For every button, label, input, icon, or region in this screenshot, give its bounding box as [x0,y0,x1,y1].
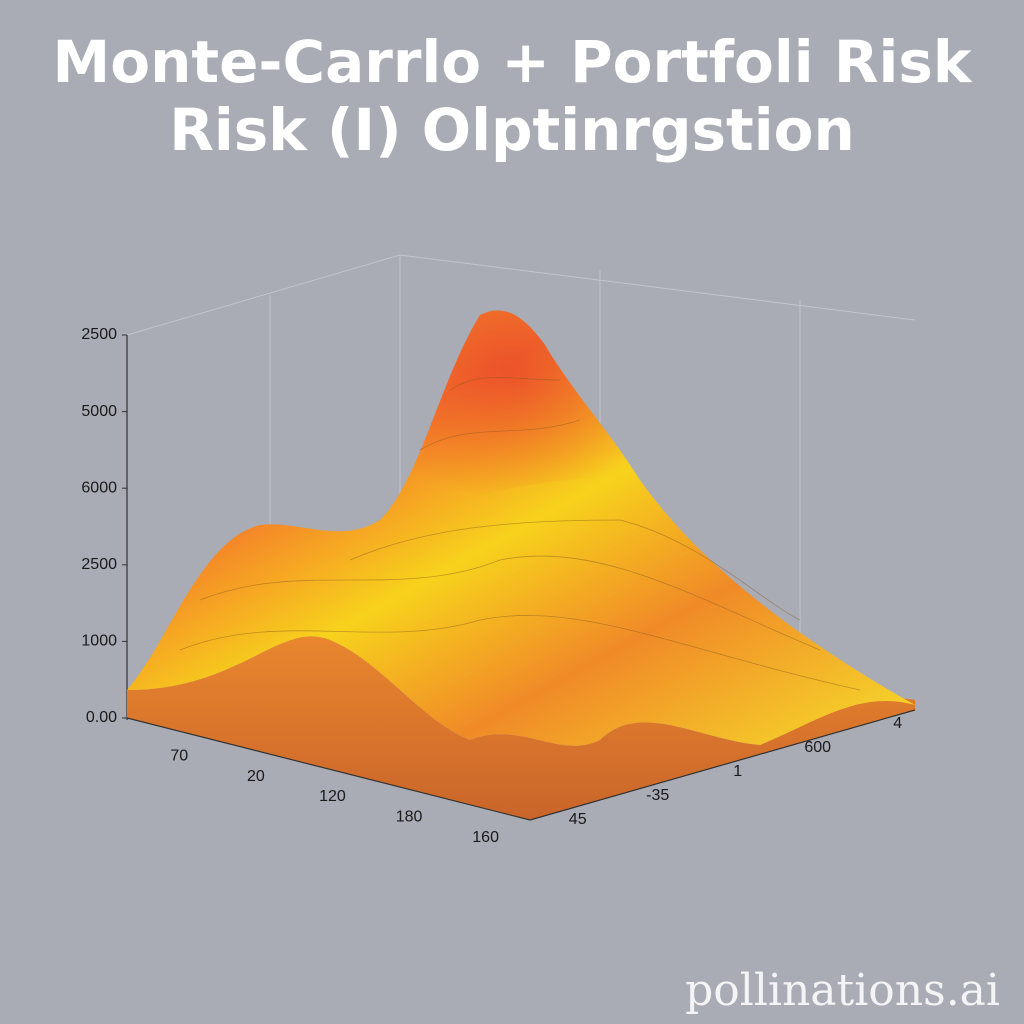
title-line: Risk (I) Olptinrgstion [169,96,855,164]
depth-tick-label: 4 [893,715,902,732]
x-tick-label: 160 [472,829,499,846]
y-tick-label: 6000 [81,479,117,496]
x-tick-label: 70 [170,747,188,764]
depth-tick-label: -35 [646,787,669,804]
y-tick-label: 1000 [81,633,117,650]
base-edges [126,709,916,821]
surface-front [127,636,915,820]
watermark: pollinations.ai [685,965,1000,1016]
surface-shade [380,310,640,520]
y-tick-label: 2500 [81,556,117,573]
y-tick-label: 0.00 [86,709,117,726]
title-line: Monte-Carrlo + Portfoli Risk [53,28,973,96]
x-tick-label: 180 [396,809,423,826]
x-tick-label: 120 [319,788,346,805]
depth-tick-label: 45 [569,811,587,828]
surface-top [127,310,915,746]
y-tick-label: 5000 [81,403,117,420]
y-tick-label: 2500 [81,326,117,343]
contour-lines [179,377,861,691]
x-tick-label: 20 [247,768,265,785]
depth-tick-label: 1 [733,763,742,780]
depth-tick-label: 600 [804,739,831,756]
